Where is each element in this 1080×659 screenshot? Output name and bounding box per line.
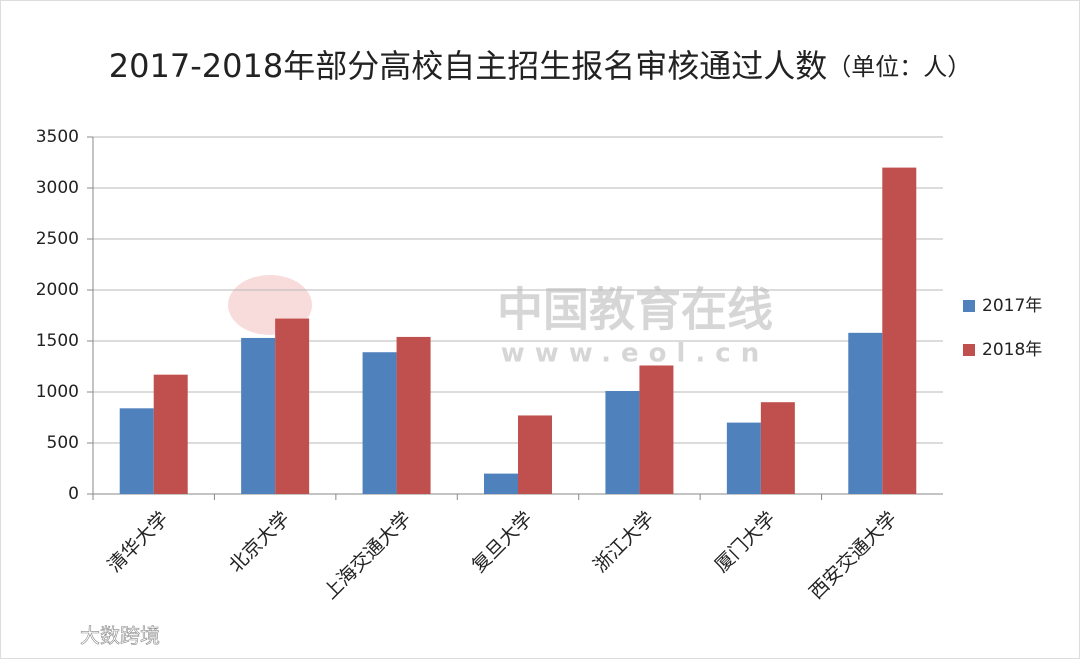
legend-swatch	[963, 300, 975, 312]
y-tick-label: 1500	[36, 331, 79, 351]
bar	[639, 365, 674, 494]
bar	[119, 408, 154, 494]
y-tick-label: 3000	[36, 178, 79, 198]
bar	[362, 352, 397, 494]
title-main: 2017-2018年部分高校自主招生报名审核通过人数	[109, 47, 827, 85]
legend-label: 2018年	[982, 340, 1042, 360]
y-tick-label: 0	[68, 484, 79, 504]
y-tick-label: 2000	[36, 280, 79, 300]
watermark: 大数跨境	[80, 624, 160, 648]
y-tick-label: 1000	[36, 382, 79, 402]
bar	[760, 402, 795, 494]
watermark: www.eol.cn	[501, 339, 769, 369]
legend-swatch	[963, 344, 975, 356]
bar	[275, 318, 310, 494]
bar	[882, 167, 917, 494]
bar	[484, 473, 518, 494]
bar	[605, 390, 640, 494]
bar	[726, 422, 761, 494]
bar	[396, 336, 431, 494]
chart-title: 2017-2018年部分高校自主招生报名审核通过人数（单位：人）	[109, 47, 971, 85]
y-tick-label: 3500	[36, 127, 79, 147]
bar	[153, 374, 188, 494]
y-tick-label: 500	[47, 433, 79, 453]
bar	[518, 415, 552, 494]
y-tick-label: 2500	[36, 229, 79, 249]
watermark: 中国教育在线	[497, 283, 773, 337]
title-unit: （单位：人）	[827, 53, 971, 81]
bar	[241, 337, 276, 494]
legend-label: 2017年	[982, 296, 1042, 316]
bar	[848, 332, 883, 494]
